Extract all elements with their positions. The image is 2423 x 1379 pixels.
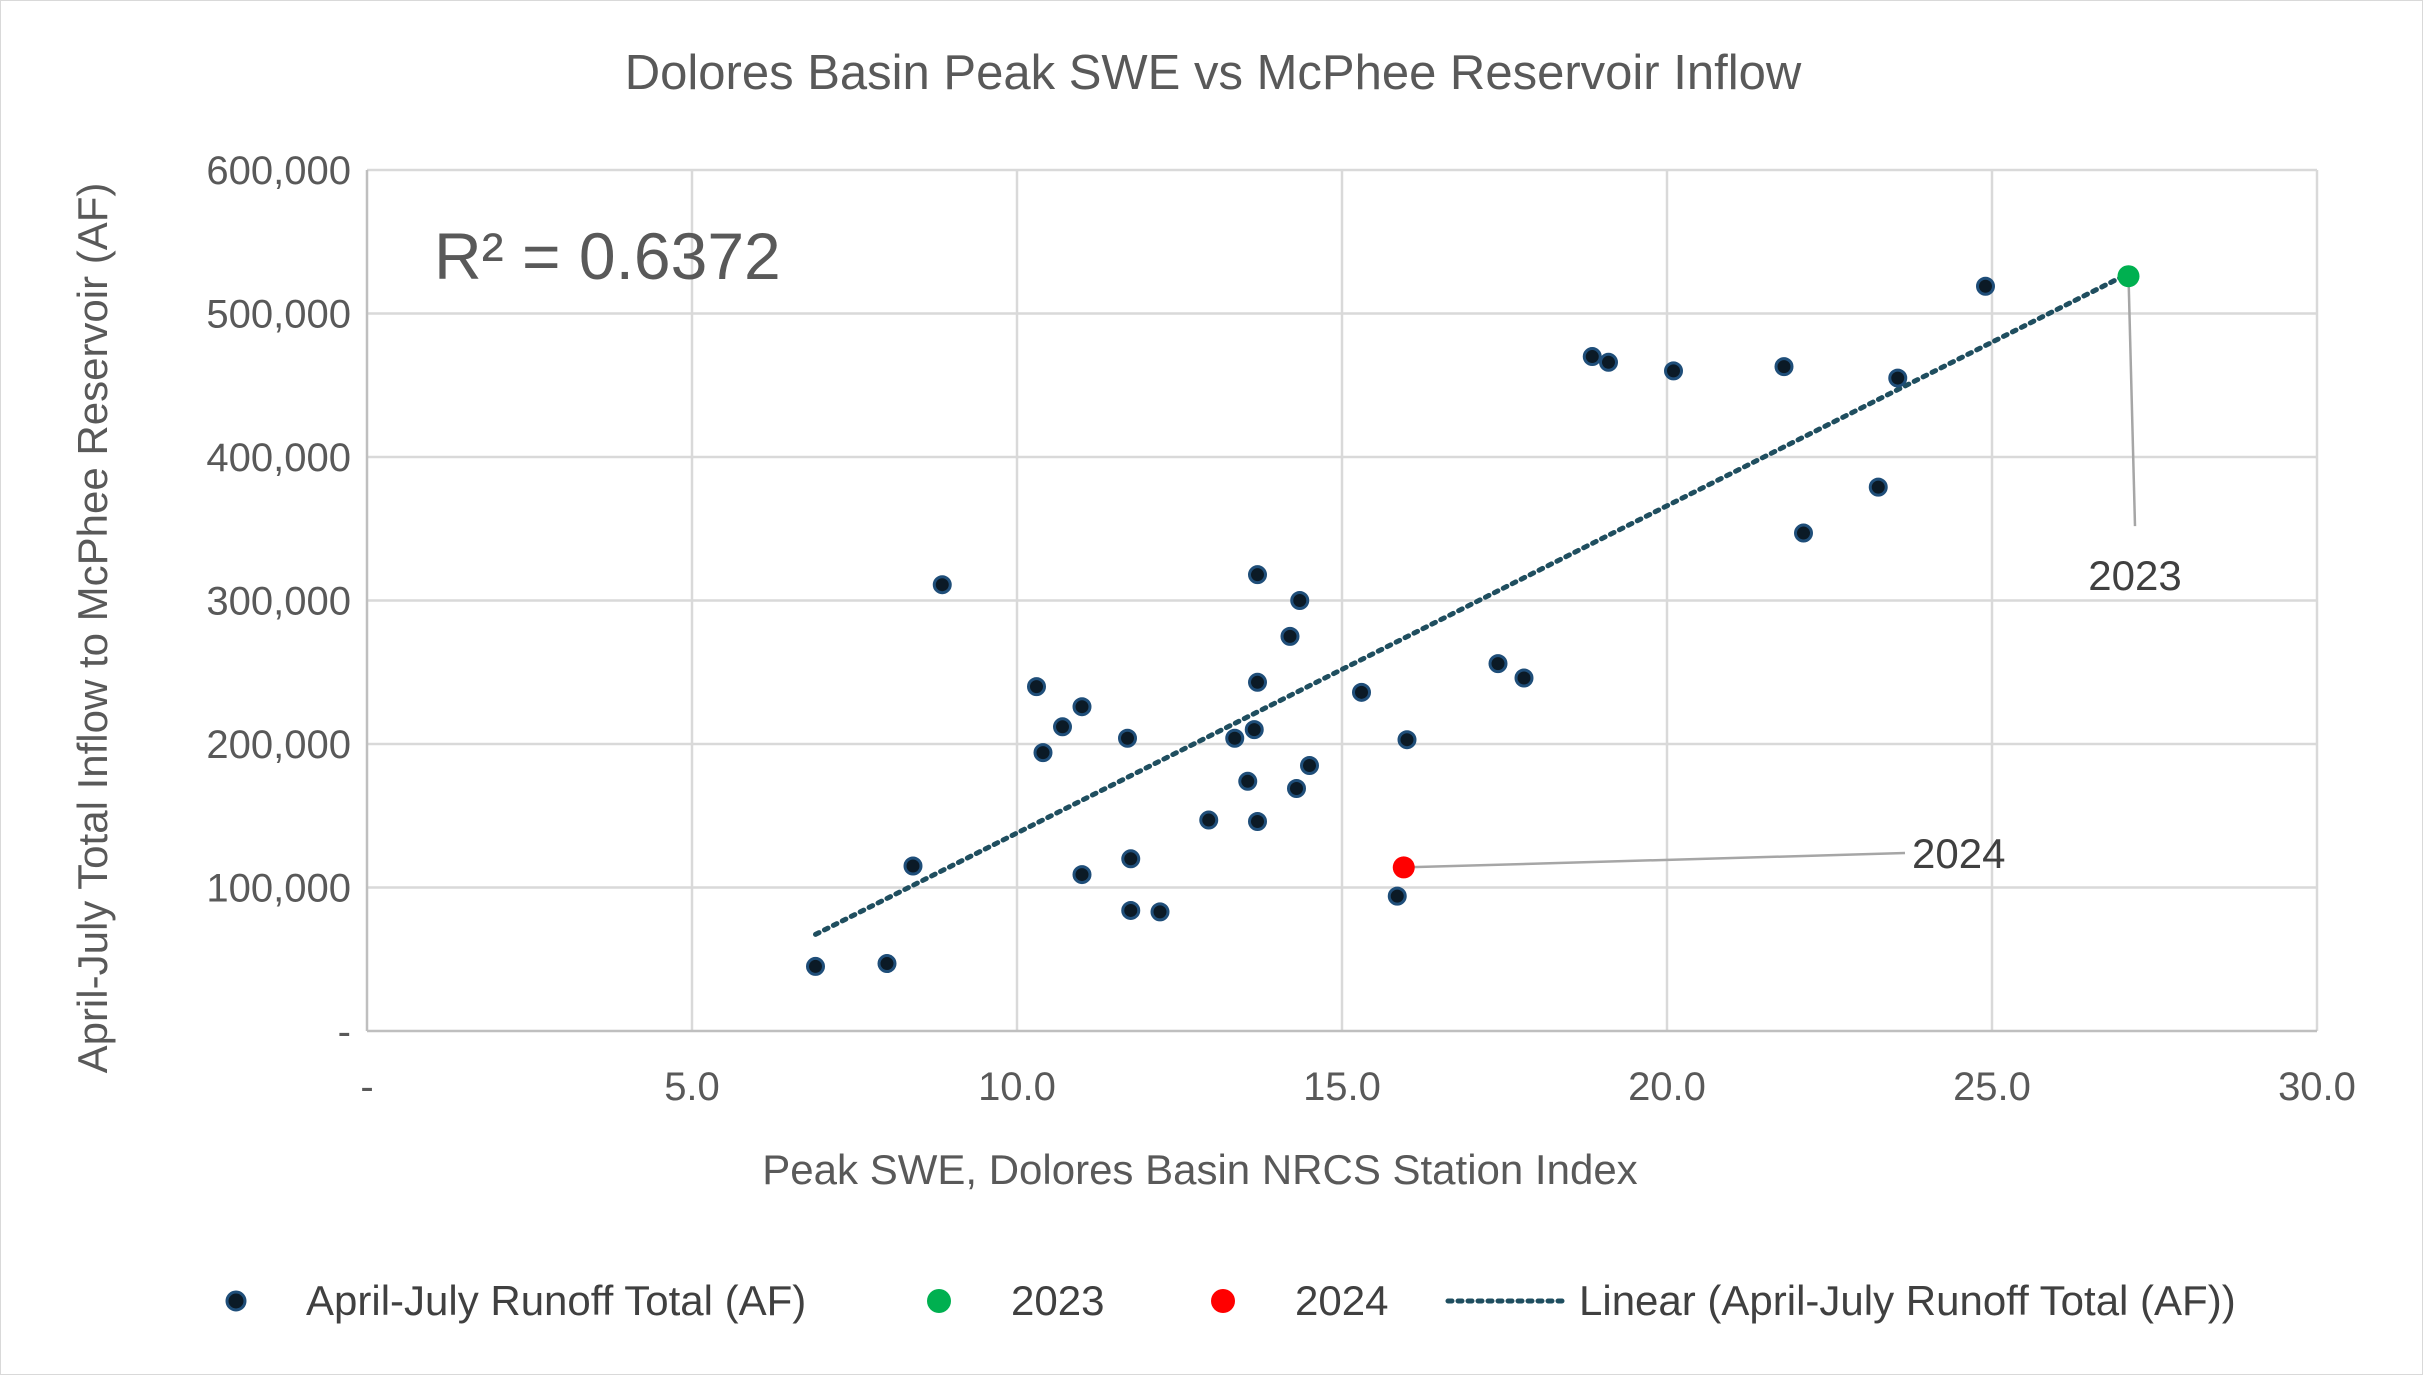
data-point: [1300, 756, 1319, 776]
data-point: [1868, 477, 1888, 497]
data-point: [1053, 717, 1072, 737]
data-point: [1599, 352, 1618, 372]
y-axis-label: April-July Total Inflow to McPhee Reserv…: [69, 183, 116, 1074]
annotation-label-2023: 2023: [2088, 552, 2181, 599]
x-tick-label: 15.0: [1303, 1065, 1381, 1109]
data-point: [1582, 347, 1602, 367]
x-tick-label: 10.0: [978, 1065, 1056, 1109]
data-point: [1027, 677, 1046, 697]
gridlines: [367, 168, 2319, 1031]
data-point: [1976, 276, 1995, 296]
data-point: [1248, 565, 1267, 585]
data-point: [1397, 730, 1417, 750]
y-tick-label: 300,000: [206, 580, 351, 624]
data-point: [1888, 368, 1908, 388]
legend-marker-2024: [1211, 1289, 1235, 1313]
data-point: [877, 954, 897, 974]
data-point: [1118, 728, 1137, 748]
y-tick-label: 100,000: [206, 867, 351, 911]
legend-marker-2023: [927, 1289, 951, 1313]
legend-label-trendline: Linear (April-July Runoff Total (AF)): [1579, 1277, 2236, 1324]
data-point: [1072, 865, 1092, 885]
trendline-line: [813, 270, 2131, 937]
x-tick-label: 25.0: [1953, 1065, 2031, 1109]
legend-label-2023: 2023: [1011, 1277, 1104, 1324]
data-point: [1150, 902, 1170, 922]
data-point: [1121, 900, 1141, 920]
annotation-leader-2024: [1403, 851, 1906, 869]
x-tick-label: 30.0: [2278, 1065, 2356, 1109]
y-tick-label: -: [338, 1010, 351, 1054]
data-point: [1488, 654, 1508, 674]
data-point: [1664, 361, 1683, 381]
data-point: [903, 856, 923, 876]
y-tick-label: 600,000: [206, 149, 351, 193]
data-point: [1199, 810, 1219, 830]
data-point: [1794, 523, 1813, 543]
data-point: [1121, 849, 1141, 869]
data-point-2024: [1392, 856, 1415, 879]
x-axis-label: Peak SWE, Dolores Basin NRCS Station Ind…: [762, 1146, 1637, 1193]
data-point: [932, 575, 952, 595]
x-tick-label: 20.0: [1628, 1065, 1706, 1109]
y-axis-ticks: - 100,000 200,000 300,000 400,000 500,000 600,…: [206, 149, 351, 1054]
legend: April-July Runoff Total (AF) 2023 2024 L…: [225, 1277, 2236, 1324]
y-tick-label: 500,000: [206, 293, 351, 337]
data-point: [1774, 357, 1794, 377]
data-point: [1287, 778, 1306, 798]
data-point-2023: [2117, 265, 2140, 288]
annotations: 2023 2024: [1403, 276, 2182, 877]
legend-label-runoff: April-July Runoff Total (AF): [306, 1277, 806, 1324]
annotation-leader-2023: [2127, 276, 2137, 527]
x-axis-ticks: - 5.0 10.0 15.0 20.0 25.0 30.0: [360, 1065, 2356, 1109]
data-point: [1248, 811, 1267, 831]
r-squared-label: R² = 0.6372: [434, 219, 781, 293]
data-point: [1033, 743, 1053, 763]
data-point: [1248, 672, 1267, 692]
chart-title: Dolores Basin Peak SWE vs McPhee Reservo…: [625, 46, 1802, 100]
data-point: [1238, 771, 1258, 791]
axes: [365, 170, 2317, 1033]
legend-marker-runoff: [225, 1290, 247, 1312]
x-tick-label: 5.0: [664, 1065, 720, 1109]
data-point: [1280, 626, 1300, 646]
data-point: [1225, 728, 1245, 748]
y-tick-label: 400,000: [206, 436, 351, 480]
data-point: [1244, 720, 1264, 740]
data-point: [1072, 697, 1092, 717]
data-point: [1290, 591, 1310, 610]
data-point: [1514, 668, 1534, 688]
data-point: [1387, 886, 1407, 906]
annotation-label-2024: 2024: [1912, 830, 2005, 877]
data-points: [806, 265, 2140, 976]
y-tick-label: 200,000: [206, 723, 351, 767]
trendline: [813, 270, 2131, 937]
x-tick-label: -: [360, 1065, 373, 1109]
data-point: [806, 956, 825, 976]
data-point: [1352, 682, 1371, 702]
legend-label-2024: 2024: [1295, 1277, 1388, 1324]
